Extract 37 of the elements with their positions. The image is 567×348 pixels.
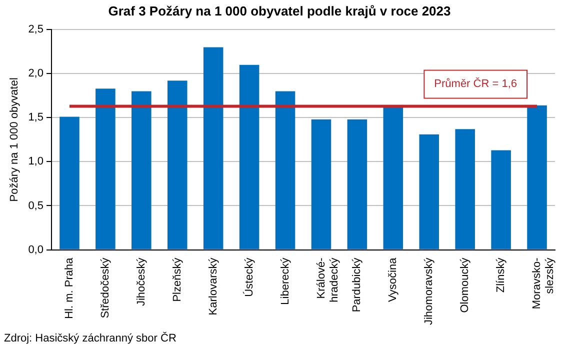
x-tick-label: Ústecký xyxy=(242,257,256,297)
text: Zdroj: Hasičský záchranný sbor ČR xyxy=(4,332,176,345)
bar xyxy=(491,150,511,250)
chart-title: Graf 3 Požáry na 1 000 obyvatel podle krajů v roce 2023 xyxy=(108,3,451,18)
bar xyxy=(275,91,296,250)
bar xyxy=(167,80,188,250)
bar xyxy=(60,116,80,250)
y-axis-title: Požáry na 1 000 obyvatel xyxy=(8,78,21,202)
bar xyxy=(203,47,224,250)
x-tick-label: Pardubický xyxy=(351,257,364,312)
x-tick-label: Vysočina xyxy=(387,256,400,302)
bar xyxy=(419,134,440,250)
x-tick-label: Olomoucký xyxy=(459,257,472,313)
y-tick-label: 0,5 xyxy=(28,200,44,212)
y-tick-label: 2,5 xyxy=(28,24,44,36)
x-tick-label: Plzeňský xyxy=(171,257,184,302)
x-tick-label: Středočeský xyxy=(99,257,112,318)
y-tick-label: 1,5 xyxy=(28,112,44,124)
bar xyxy=(239,64,260,250)
x-tick-label: Karlovarský xyxy=(207,257,220,316)
bar xyxy=(347,119,368,250)
bar xyxy=(132,91,152,250)
x-tick-label: Zlínský xyxy=(495,257,508,293)
x-tick-label: Králové- hradecký xyxy=(315,257,340,302)
bar xyxy=(455,129,475,250)
ref-line-label: Průměr ČR = 1,6 xyxy=(434,77,518,90)
x-tick-label: Moravsko- slezský xyxy=(531,257,556,310)
x-tick-label: Hl. m. Praha xyxy=(64,256,76,319)
bar xyxy=(96,88,116,250)
x-tick-label: Jihočeský xyxy=(135,257,148,306)
x-tick-label: Jihomoravský xyxy=(423,257,436,326)
x-tick-label: Liberecký xyxy=(279,257,292,305)
bar xyxy=(311,119,332,250)
y-tick-label: 0,0 xyxy=(28,244,44,256)
y-tick-label: 2,0 xyxy=(28,68,44,80)
bar xyxy=(527,105,547,250)
y-tick-label: 1,0 xyxy=(28,156,44,168)
